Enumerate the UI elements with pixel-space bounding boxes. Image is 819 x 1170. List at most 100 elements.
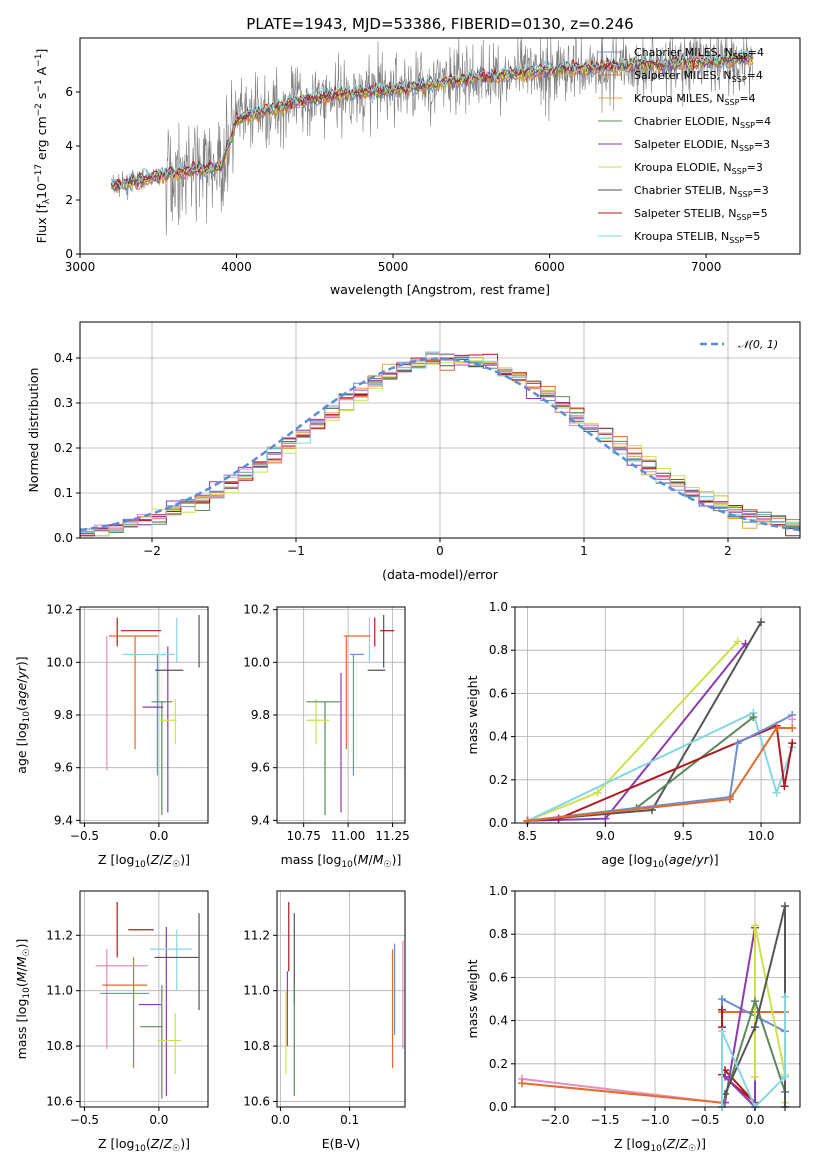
y-tick-label: 0.0 xyxy=(489,816,508,830)
weight-age-xlabel: age [log10(age/yr)] xyxy=(601,852,718,870)
legend-label: Kroupa STELIB, NSSP=5 xyxy=(634,230,760,245)
y-tick-label: 10.8 xyxy=(243,1039,270,1053)
plus-marker xyxy=(751,921,759,930)
mass-metallicity-errorbars xyxy=(95,902,200,1099)
x-tick-label: 3000 xyxy=(65,260,96,274)
y-tick-label: 0.0 xyxy=(54,531,73,545)
plus-marker xyxy=(733,637,742,646)
x-tick-label: −0.5 xyxy=(70,1113,99,1127)
age-mass-grid xyxy=(277,607,405,823)
y-tick-label: 0.3 xyxy=(54,396,73,410)
age-mass-xlabel: mass [log10(M/M☉)] xyxy=(281,852,402,870)
legend-label: Chabrier MILES, NSSP=4 xyxy=(634,46,764,61)
x-tick-label: 0.0 xyxy=(149,829,168,843)
y-tick-label: 2 xyxy=(65,193,73,207)
x-tick-label: −1.5 xyxy=(590,1113,619,1127)
plus-marker xyxy=(781,1072,789,1081)
weight-age-frame xyxy=(514,606,801,824)
plus-marker xyxy=(751,1023,759,1032)
plus-marker xyxy=(757,618,766,627)
age-vs-mass-panel: 10.75 11.00 11.25 9.4 9.6 9.8 10.0 10.2 mass [l… xyxy=(243,603,409,870)
y-tick-label: 11.0 xyxy=(243,984,270,998)
y-tick-label: 10.6 xyxy=(243,1094,270,1108)
plus-marker xyxy=(772,723,781,732)
y-tick-label: 0.4 xyxy=(489,730,508,744)
x-tick-label: 5000 xyxy=(378,260,409,274)
plus-marker xyxy=(751,1072,759,1081)
weight-metallicity-ticks: −2.0 −1.5 −1.0 −0.5 0.0 0.0 0.2 0.4 0.6 0.8 1.0 xyxy=(489,884,765,1127)
plus-marker xyxy=(718,1027,726,1036)
x-tick-label: 9.5 xyxy=(674,829,693,843)
histogram-ticks: −2 −1 0 1 2 0.0 0.1 0.2 0.3 0.4 xyxy=(54,351,732,558)
y-tick-label: 4 xyxy=(65,139,73,153)
plus-marker xyxy=(780,782,789,791)
spectrum-xlabel: wavelength [Angstrom, rest frame] xyxy=(330,282,550,297)
weight-age-ticks: 8.5 9.0 9.5 10.0 0.0 0.2 0.4 0.6 0.8 1.0 xyxy=(489,600,775,843)
mass-vs-extinction-panel: 0.0 0.1 10.6 10.8 11.0 11.2 E(B-V) xyxy=(243,890,406,1151)
mass-metallicity-ylabel: mass [log10(M/M☉)] xyxy=(14,939,32,1060)
plus-marker xyxy=(788,723,797,732)
x-tick-label: 4000 xyxy=(221,260,252,274)
legend-label: Salpeter STELIB, NSSP=5 xyxy=(634,207,768,222)
histogram-xlabel: (data-model)/error xyxy=(382,567,499,582)
x-tick-label: −0.5 xyxy=(70,829,99,843)
spectrum-traces xyxy=(110,36,754,236)
mass-metallicity-grid xyxy=(80,891,208,1107)
plus-marker xyxy=(718,1005,726,1014)
mass-weight-line xyxy=(527,714,793,822)
x-tick-label: 7000 xyxy=(691,260,722,274)
plus-marker xyxy=(788,739,797,748)
mass-extinction-grid xyxy=(277,891,405,1107)
legend-label: Chabrier ELODIE, NSSP=4 xyxy=(634,115,771,130)
y-tick-label: 9.6 xyxy=(251,761,270,775)
x-tick-label: 8.5 xyxy=(518,829,537,843)
x-tick-label: 9.0 xyxy=(596,829,615,843)
x-tick-label: 6000 xyxy=(534,260,565,274)
mass-weight-vs-metallicity-panel: −2.0 −1.5 −1.0 −0.5 0.0 0.0 0.2 0.4 0.6 0.8 1.0 Z … xyxy=(465,884,801,1154)
x-tick-label: 11.25 xyxy=(375,829,409,843)
histogram-traces xyxy=(80,351,800,537)
x-tick-label: −1 xyxy=(287,544,305,558)
x-tick-label: −2.0 xyxy=(540,1113,569,1127)
mass-weight-line xyxy=(527,727,793,822)
y-tick-label: 11.2 xyxy=(243,928,270,942)
spectrum-ylabel: Flux [fλ10−17 erg cm−2 s−1 A−1] xyxy=(34,49,52,244)
age-metallicity-errorbars xyxy=(106,614,200,816)
weight-metallicity-frame xyxy=(514,890,801,1108)
normal-distribution-curve xyxy=(79,357,801,532)
y-tick-label: 0.4 xyxy=(489,1014,508,1028)
y-tick-label: 10.6 xyxy=(46,1094,73,1108)
x-tick-label: 1 xyxy=(580,544,588,558)
y-tick-label: 0.0 xyxy=(489,1100,508,1114)
y-tick-label: 10.2 xyxy=(243,603,270,617)
histogram-legend-label: 𝒩(0, 1) xyxy=(738,338,778,351)
y-tick-label: 0.2 xyxy=(54,441,73,455)
x-tick-label: −0.5 xyxy=(690,1113,719,1127)
weight-age-ylabel: mass weight xyxy=(465,675,480,754)
age-metallicity-grid xyxy=(80,607,208,823)
mass-weight-vs-age-panel: 8.5 9.0 9.5 10.0 0.0 0.2 0.4 0.6 0.8 1.0 age [log… xyxy=(465,600,801,870)
plus-marker xyxy=(601,814,610,823)
y-tick-label: 0.6 xyxy=(489,686,508,700)
x-tick-label: 2 xyxy=(724,544,732,558)
weight-age-lines xyxy=(523,618,797,825)
plus-marker xyxy=(781,992,789,1001)
legend-label: Kroupa ELODIE, NSSP=3 xyxy=(634,161,763,176)
plus-marker xyxy=(749,713,758,722)
age-mass-errorbars xyxy=(306,614,395,816)
y-tick-label: 0.8 xyxy=(489,927,508,941)
spectrum-title: PLATE=1943, MJD=53386, FIBERID=0130, z=0… xyxy=(246,15,633,33)
plus-marker xyxy=(751,997,759,1006)
x-tick-label: 0 xyxy=(436,544,444,558)
y-tick-label: 10.2 xyxy=(46,603,73,617)
weight-metallicity-xlabel: Z [log10(Z/Z☉)] xyxy=(614,1136,706,1154)
mass-metallicity-frame xyxy=(79,890,209,1108)
weight-metallicity-ylabel: mass weight xyxy=(465,959,480,1038)
legend-label: Kroupa MILES, NSSP=4 xyxy=(634,92,756,107)
plus-marker xyxy=(772,788,781,797)
model-spectrum-line xyxy=(110,48,754,189)
y-tick-label: 0.8 xyxy=(489,643,508,657)
y-tick-label: 0.1 xyxy=(54,486,73,500)
y-tick-label: 0 xyxy=(65,247,73,261)
